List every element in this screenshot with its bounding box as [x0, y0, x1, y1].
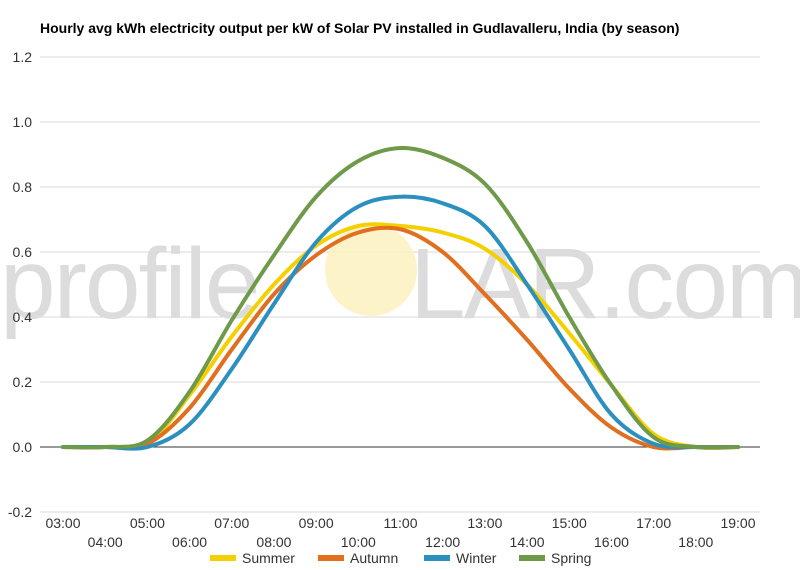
series-line-spring: [61, 145, 740, 450]
x-axis-tick-labels: 03:00 04:00 05:00 06:00 07:00 08:00 09:00 10:00…: [45, 515, 755, 550]
legend-label: Autumn: [350, 550, 398, 566]
x-tick-label: 15:00: [552, 515, 587, 531]
x-tick-label: 05:00: [130, 515, 165, 531]
x-tick-label: 12:00: [425, 534, 460, 550]
series-line-winter: [61, 194, 740, 451]
legend-label: Summer: [242, 550, 295, 566]
x-tick-label: 13:00: [467, 515, 502, 531]
watermark: profile LAR.com: [0, 224, 800, 340]
x-tick-label: 03:00: [45, 515, 80, 531]
x-tick-label: 04:00: [88, 534, 123, 550]
legend-swatch: [519, 555, 545, 561]
y-tick-label: 1.0: [13, 114, 33, 130]
legend[interactable]: Summer Autumn Winter Spring: [210, 550, 591, 566]
x-tick-label: 09:00: [299, 515, 334, 531]
y-tick-label: 0.6: [13, 244, 33, 260]
x-tick-label: 16:00: [594, 534, 629, 550]
legend-item-autumn[interactable]: Autumn: [318, 550, 398, 566]
legend-swatch: [210, 555, 236, 561]
watermark-sun: [325, 224, 417, 316]
y-tick-label: 1.2: [13, 49, 33, 65]
series-line-autumn: [61, 225, 740, 451]
legend-item-winter[interactable]: Winter: [424, 550, 497, 566]
y-tick-label: 0.4: [13, 309, 33, 325]
legend-item-spring[interactable]: Spring: [519, 550, 591, 566]
y-tick-label: -0.2: [8, 504, 32, 520]
legend-label: Spring: [551, 550, 591, 566]
legend-swatch: [424, 555, 450, 561]
x-tick-label: 19:00: [720, 515, 755, 531]
x-tick-label: 14:00: [510, 534, 545, 550]
y-axis-tick-labels: -0.2 0.0 0.2 0.4 0.6 0.8 1.0 1.2: [8, 49, 32, 520]
x-tick-label: 18:00: [678, 534, 713, 550]
legend-label: Winter: [456, 550, 497, 566]
x-tick-label: 11:00: [384, 515, 418, 531]
y-tick-label: 0.8: [13, 179, 33, 195]
x-tick-label: 07:00: [214, 515, 249, 531]
watermark-text-right: LAR.com: [410, 228, 800, 340]
x-tick-label: 17:00: [636, 515, 671, 531]
chart-title: Hourly avg kWh electricity output per kW…: [40, 20, 679, 36]
legend-item-summer[interactable]: Summer: [210, 550, 295, 566]
series-lines: [61, 145, 740, 451]
y-tick-label: 0.2: [13, 374, 33, 390]
x-tick-label: 10:00: [341, 534, 376, 550]
y-tick-label: 0.0: [13, 439, 33, 455]
gridlines: [40, 56, 760, 513]
x-tick-label: 06:00: [172, 534, 207, 550]
watermark-text-left: profile: [0, 228, 258, 340]
legend-swatch: [318, 555, 344, 561]
x-tick-label: 08:00: [256, 534, 291, 550]
